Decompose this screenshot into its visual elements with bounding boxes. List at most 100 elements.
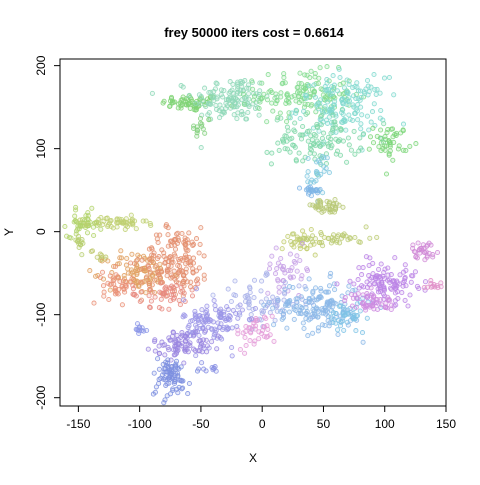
data-point bbox=[206, 117, 212, 123]
data-point bbox=[237, 346, 243, 353]
data-point bbox=[309, 233, 316, 239]
data-point bbox=[270, 305, 276, 311]
data-point bbox=[313, 285, 319, 291]
data-point bbox=[300, 320, 306, 326]
data-point bbox=[176, 297, 182, 303]
data-point bbox=[360, 339, 366, 345]
data-point bbox=[240, 91, 246, 97]
data-point bbox=[196, 92, 202, 98]
data-point bbox=[98, 214, 104, 221]
data-point bbox=[329, 304, 335, 310]
data-point bbox=[174, 273, 180, 280]
data-point bbox=[315, 106, 321, 112]
data-point bbox=[408, 279, 414, 285]
data-point bbox=[182, 98, 188, 104]
data-point bbox=[163, 382, 169, 388]
data-point bbox=[244, 116, 250, 122]
data-point bbox=[135, 257, 141, 263]
data-point bbox=[183, 261, 189, 267]
data-point bbox=[189, 317, 195, 324]
data-point bbox=[211, 365, 217, 371]
data-point bbox=[337, 137, 343, 143]
data-point bbox=[330, 201, 337, 208]
data-point bbox=[199, 349, 205, 355]
data-point bbox=[217, 115, 223, 121]
data-point bbox=[168, 94, 175, 100]
data-point bbox=[340, 304, 346, 310]
data-point bbox=[310, 307, 316, 313]
data-point bbox=[346, 112, 352, 118]
data-point bbox=[297, 70, 303, 76]
data-point bbox=[364, 113, 370, 119]
data-point bbox=[164, 273, 170, 279]
data-point bbox=[312, 252, 318, 258]
data-point bbox=[413, 141, 419, 147]
data-point bbox=[257, 88, 263, 94]
data-point bbox=[149, 246, 155, 252]
data-point bbox=[156, 350, 163, 356]
data-point bbox=[138, 266, 144, 272]
data-point bbox=[179, 102, 185, 108]
data-point bbox=[205, 324, 211, 330]
data-point bbox=[251, 341, 257, 347]
data-point bbox=[275, 277, 281, 283]
data-point bbox=[99, 258, 105, 264]
data-point bbox=[101, 293, 107, 299]
data-point bbox=[199, 360, 205, 366]
data-point bbox=[397, 272, 403, 278]
data-point bbox=[107, 287, 113, 293]
data-point bbox=[264, 149, 270, 155]
data-point bbox=[249, 316, 255, 322]
x-axis: -150 -100 -50 0 50 100 150 bbox=[66, 405, 456, 431]
data-point bbox=[105, 280, 111, 286]
data-point bbox=[229, 353, 235, 359]
data-point bbox=[335, 331, 341, 338]
data-point bbox=[370, 260, 376, 266]
data-point bbox=[154, 236, 160, 242]
data-point bbox=[386, 140, 393, 146]
data-point bbox=[306, 276, 312, 282]
data-point bbox=[180, 385, 186, 391]
data-point bbox=[428, 284, 434, 290]
data-point bbox=[160, 342, 166, 348]
data-point bbox=[219, 111, 225, 117]
data-point bbox=[100, 283, 107, 289]
data-point bbox=[345, 135, 351, 141]
data-point bbox=[159, 247, 165, 253]
data-point bbox=[313, 178, 319, 184]
data-point bbox=[368, 285, 374, 291]
data-point bbox=[183, 266, 189, 272]
data-point bbox=[381, 269, 387, 276]
data-point bbox=[181, 290, 187, 296]
data-point bbox=[324, 155, 330, 161]
data-point bbox=[364, 291, 370, 297]
data-point bbox=[288, 238, 294, 245]
data-point bbox=[356, 239, 362, 245]
data-point bbox=[332, 98, 338, 105]
data-point bbox=[378, 140, 384, 146]
data-point bbox=[279, 137, 286, 143]
data-point bbox=[263, 296, 269, 302]
data-point bbox=[303, 286, 309, 292]
data-point bbox=[385, 277, 391, 283]
data-point bbox=[358, 145, 364, 151]
data-point bbox=[122, 289, 128, 295]
data-point bbox=[68, 235, 74, 241]
data-point bbox=[199, 307, 205, 313]
data-point bbox=[307, 146, 313, 152]
data-point bbox=[259, 80, 265, 86]
data-point bbox=[281, 71, 287, 77]
data-point bbox=[342, 118, 348, 124]
data-point bbox=[329, 235, 335, 241]
data-point bbox=[193, 236, 200, 242]
data-point bbox=[217, 102, 223, 108]
data-point bbox=[381, 75, 388, 81]
data-point bbox=[73, 204, 79, 210]
data-point bbox=[309, 137, 315, 143]
data-point bbox=[414, 255, 420, 261]
data-point bbox=[407, 292, 413, 298]
data-point bbox=[280, 80, 286, 86]
data-point bbox=[274, 117, 280, 123]
